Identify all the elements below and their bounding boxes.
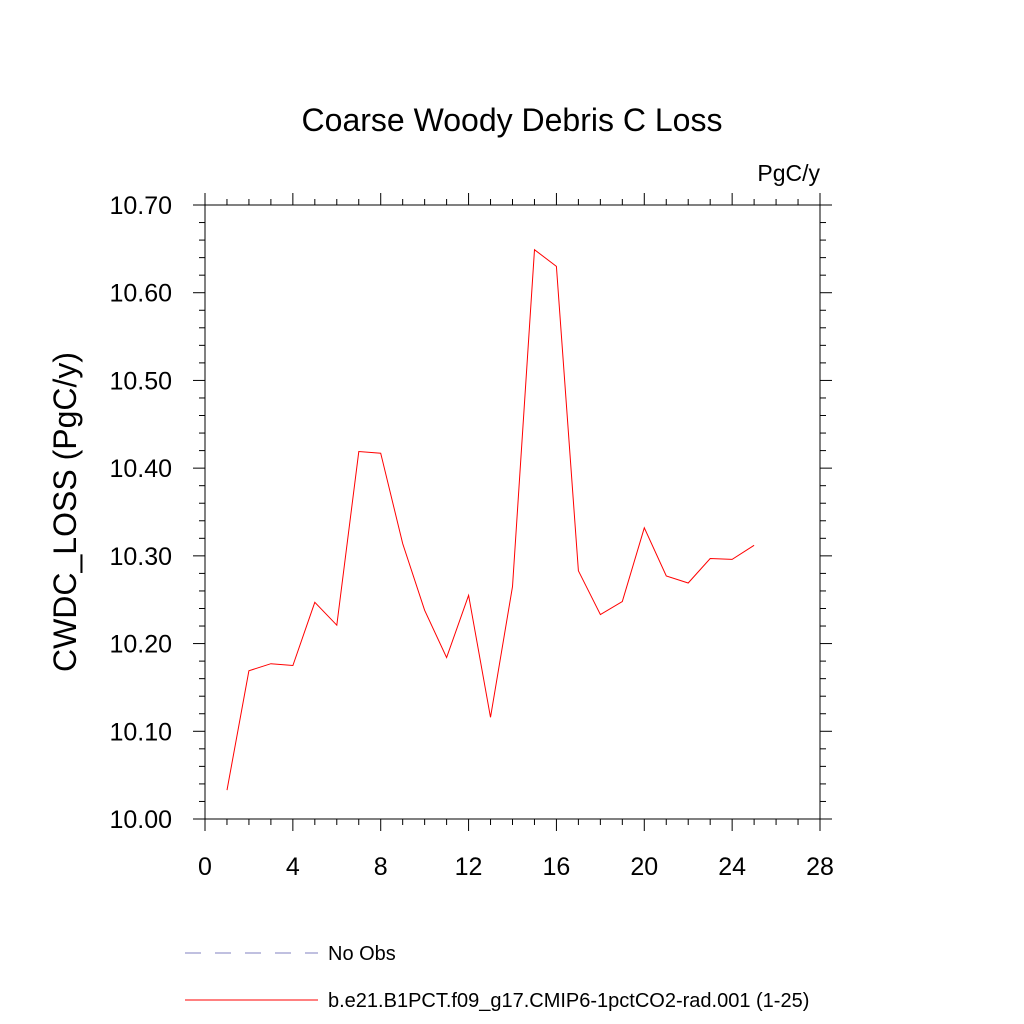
y-tick-label: 10.00 <box>109 806 172 834</box>
axis-ticks <box>193 193 832 831</box>
x-tick-label: 24 <box>718 853 746 881</box>
legend-label-no-obs: No Obs <box>328 943 396 965</box>
y-tick-label: 10.60 <box>109 280 172 308</box>
series-layer <box>226 248 755 791</box>
x-tick-label: 12 <box>455 853 483 881</box>
y-tick-label: 10.70 <box>109 192 172 220</box>
plot-frame <box>204 204 821 820</box>
series-line <box>226 248 755 791</box>
units-label: PgC/y <box>757 160 820 186</box>
y-tick-labels: 10.00 10.10 10.20 10.30 10.40 10.50 10.60 10.70 <box>109 192 172 834</box>
x-tick-label: 16 <box>543 853 571 881</box>
legend: No Obs b.e21.B1PCT.f09_g17.CMIP6-1pctCO2… <box>185 943 809 1012</box>
x-tick-label: 0 <box>198 853 212 881</box>
y-axis-label: CWDC_LOSS (PgC/y) <box>47 352 83 672</box>
y-tick-label: 10.10 <box>109 718 172 746</box>
x-tick-label: 8 <box>374 853 388 881</box>
legend-label-model: b.e21.B1PCT.f09_g17.CMIP6-1pctCO2-rad.00… <box>328 990 809 1012</box>
chart-title: Coarse Woody Debris C Loss <box>302 102 723 138</box>
x-tick-label: 20 <box>630 853 658 881</box>
y-tick-label: 10.50 <box>109 367 172 395</box>
x-tick-label: 28 <box>806 853 834 881</box>
y-tick-label: 10.20 <box>109 631 172 659</box>
x-tick-labels: 0 4 8 12 16 20 24 28 <box>198 853 834 881</box>
y-tick-label: 10.40 <box>109 455 172 483</box>
y-tick-label: 10.30 <box>109 543 172 571</box>
x-tick-label: 4 <box>286 853 300 881</box>
